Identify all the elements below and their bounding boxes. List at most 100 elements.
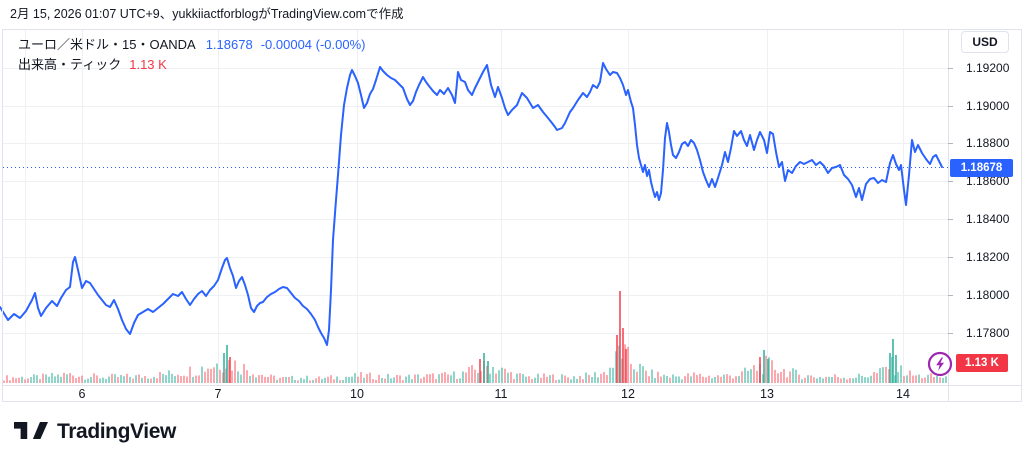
volume-bar [783,368,785,383]
volume-bar [441,373,443,383]
volume-spike-bar [479,359,481,383]
volume-axis-badge: 1.13 K [956,354,1008,372]
volume-bar [423,376,425,383]
volume-bar [204,371,206,383]
volume-bar [360,372,362,383]
volume-bar [57,374,59,383]
volume-bar [588,374,590,383]
volume-bar [132,378,134,383]
price-axis-label: 1.18000 [966,288,1010,302]
volume-bar [729,375,731,383]
legend-volume-row[interactable]: 出来高・ティック 1.13 K [18,55,365,75]
volume-bar [306,375,308,383]
volume-bar [849,378,851,383]
volume-bar [573,376,575,383]
volume-bar [261,374,263,383]
volume-bar [78,376,80,383]
volume-bar [414,374,416,383]
volume-bar [96,375,98,383]
volume-bar [378,374,380,383]
volume-bar [639,363,641,383]
volume-bar [369,372,371,383]
currency-unit-button[interactable]: USD [961,31,1009,53]
volume-bar [9,380,11,383]
volume-spike-bar [759,357,761,383]
volume-bar [870,375,872,383]
volume-bar [513,379,515,383]
volume-bar [72,375,74,383]
volume-spike-bar [625,349,627,383]
volume-bar [696,374,698,383]
price-axis-label: 1.19000 [966,99,1010,113]
last-price-value: 1.18678 [205,37,253,52]
volume-bar [444,372,446,383]
volume-bar [567,377,569,383]
volume-bar [297,380,299,383]
tradingview-logo[interactable]: TradingView [14,418,176,445]
volume-spike-bar [226,345,228,383]
volume-bar [687,373,689,383]
volume-bar [648,376,650,383]
volume-bar [198,375,200,383]
volume-bar [435,379,437,383]
volume-bar [351,376,353,383]
instant-trading-flash-button[interactable] [927,351,953,377]
volume-bar [405,376,407,383]
volume-bar [192,376,194,383]
volume-bar [252,374,254,383]
price-axis-label: 1.17800 [966,326,1010,340]
volume-bar [732,378,734,383]
volume-bar [885,366,887,383]
volume-bar [153,376,155,383]
volume-bar [723,374,725,383]
volume-bar [3,380,5,383]
volume-bar [87,378,89,383]
volume-bar [141,377,143,383]
volume-bar [318,376,320,383]
volume-bar [651,369,653,383]
volume-spike-bar [223,353,225,383]
volume-spike-bar [763,350,765,383]
volume-bar [543,373,545,383]
volume-bar [312,379,314,383]
volume-bar [399,375,401,383]
volume-bar [465,372,467,383]
legend-symbol-row[interactable]: ユーロ／米ドル・15・OANDA 1.18678 -0.00004 (-0.00… [18,35,365,55]
volume-bar [633,369,635,383]
volume-bar [714,376,716,383]
volume-bar [831,377,833,383]
volume-spike-bar [767,359,769,383]
volume-bar [720,376,722,383]
volume-bar [75,378,77,383]
volume-bar [906,375,908,383]
volume-bar [600,373,602,383]
volume-bar [456,379,458,383]
volume-bar [489,373,491,383]
volume-bar [321,379,323,383]
volume-bar [354,373,356,383]
volume-bar [243,364,245,383]
volume-bar [21,376,23,383]
volume-bar [90,376,92,383]
tradingview-logo-text: TradingView [57,419,176,443]
volume-bar [708,375,710,383]
volume-bar [210,368,212,383]
volume-bar [279,377,281,383]
volume-bar [363,377,365,383]
volume-bar [81,375,83,383]
volume-bar [765,355,767,383]
volume-bar [591,377,593,383]
volume-bar [897,372,899,383]
volume-bar [195,375,197,383]
volume-bar [156,378,158,383]
volume-bar [666,376,668,383]
volume-bar [924,377,926,383]
volume-bar [684,376,686,383]
volume-bar [393,377,395,383]
volume-bar [546,376,548,383]
volume-bar [582,379,584,383]
volume-bar [138,374,140,383]
volume-bar [45,374,47,383]
volume-bar [33,374,35,383]
